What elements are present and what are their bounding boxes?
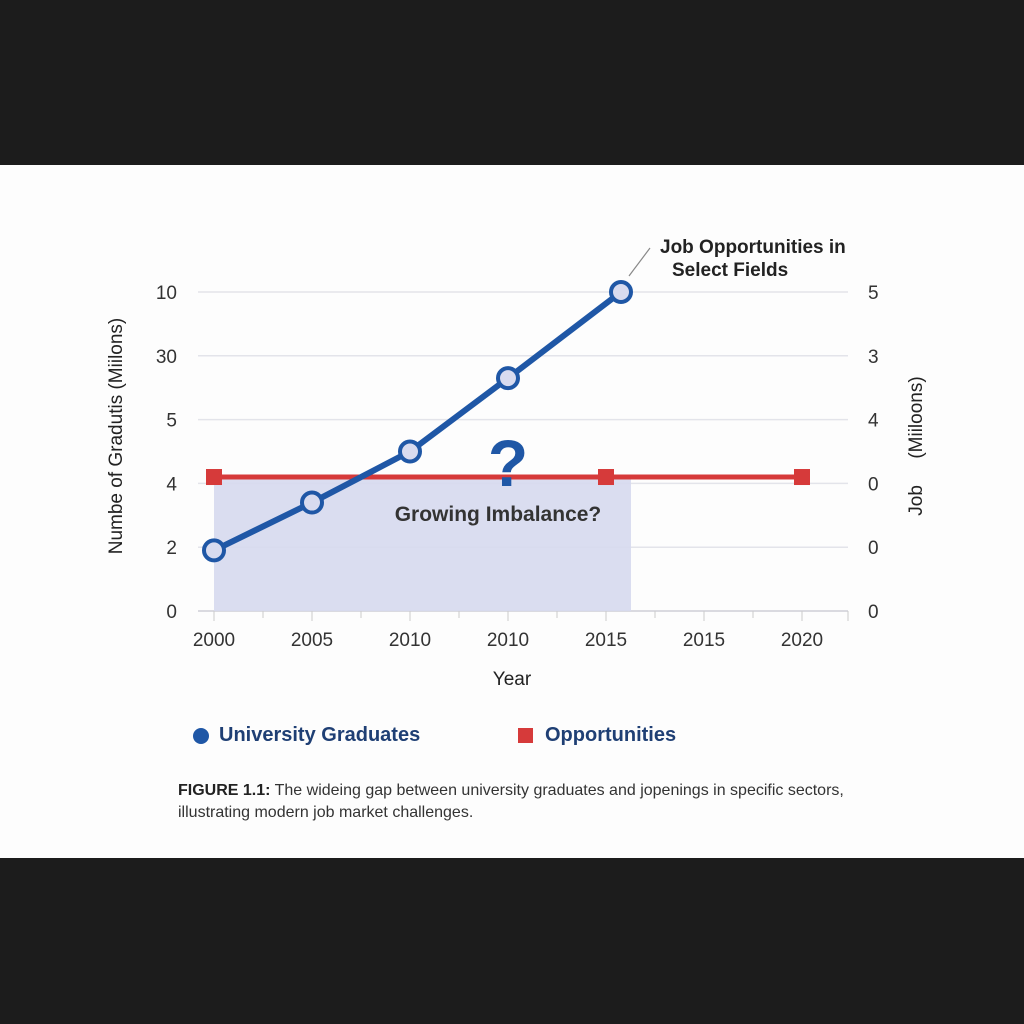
y-right-tick-label: 5 bbox=[868, 283, 879, 304]
y-right-tick-label: 0 bbox=[868, 538, 879, 559]
y-left-tick-label: 4 bbox=[166, 474, 177, 495]
y-right-tick-label: 3 bbox=[868, 347, 879, 368]
y-left-tick-label: 0 bbox=[166, 602, 177, 623]
x-tick-label: 2020 bbox=[781, 630, 823, 651]
caption-label: FIGURE 1.1: bbox=[178, 782, 271, 799]
y-axis-left-title: Numbe of Gradutis (Miilons) bbox=[106, 318, 127, 555]
legend-square-icon bbox=[518, 728, 533, 743]
graduates-marker bbox=[398, 439, 422, 464]
callout-line-2: Select Fields bbox=[672, 260, 788, 281]
x-tick-label: 2005 bbox=[291, 630, 333, 651]
opportunities-marker bbox=[794, 469, 810, 486]
graduates-marker bbox=[202, 538, 226, 563]
y-right-tick-label: 0 bbox=[868, 602, 879, 623]
y-left-tick-label: 2 bbox=[166, 538, 177, 559]
x-tick-label: 2015 bbox=[683, 630, 725, 651]
legend-item-opportunities: Opportunities bbox=[518, 724, 676, 747]
x-tick-label: 2000 bbox=[193, 630, 235, 651]
caption-text: The wideing gap between university gradu… bbox=[178, 782, 844, 821]
y-axis-right-title: Job (Miiloons) bbox=[906, 376, 927, 515]
figure-caption: FIGURE 1.1: The wideing gap between univ… bbox=[178, 780, 868, 824]
y-left-tick-label: 30 bbox=[156, 347, 177, 368]
y-left-tick-label: 10 bbox=[156, 283, 177, 304]
question-mark-annotation: ? bbox=[488, 426, 528, 500]
x-tick-label: 2010 bbox=[389, 630, 431, 651]
legend-circle-icon bbox=[193, 727, 209, 744]
opportunities-marker bbox=[206, 469, 222, 486]
graduates-marker bbox=[609, 280, 633, 304]
legend-item-graduates: University Graduates bbox=[193, 724, 420, 747]
callout-line-1: Job Opportunities in bbox=[660, 237, 846, 258]
opportunities-marker bbox=[598, 469, 614, 486]
legend-label-graduates: University Graduates bbox=[219, 724, 421, 746]
x-axis-title: Year bbox=[493, 669, 532, 690]
graduates-shaded-area bbox=[214, 292, 631, 611]
x-tick-label: 2015 bbox=[585, 630, 627, 651]
y-left-tick-label: 5 bbox=[166, 411, 177, 432]
graduates-marker bbox=[496, 366, 520, 391]
x-tick-label: 2010 bbox=[487, 630, 529, 651]
y-right-tick-label: 0 bbox=[868, 474, 879, 495]
legend-label-opportunities: Opportunities bbox=[545, 724, 677, 746]
graduates-marker bbox=[300, 490, 324, 515]
imbalance-annotation: Growing Imbalance? bbox=[395, 503, 602, 526]
y-right-tick-label: 4 bbox=[868, 411, 879, 432]
callout-leader-line bbox=[628, 247, 651, 277]
